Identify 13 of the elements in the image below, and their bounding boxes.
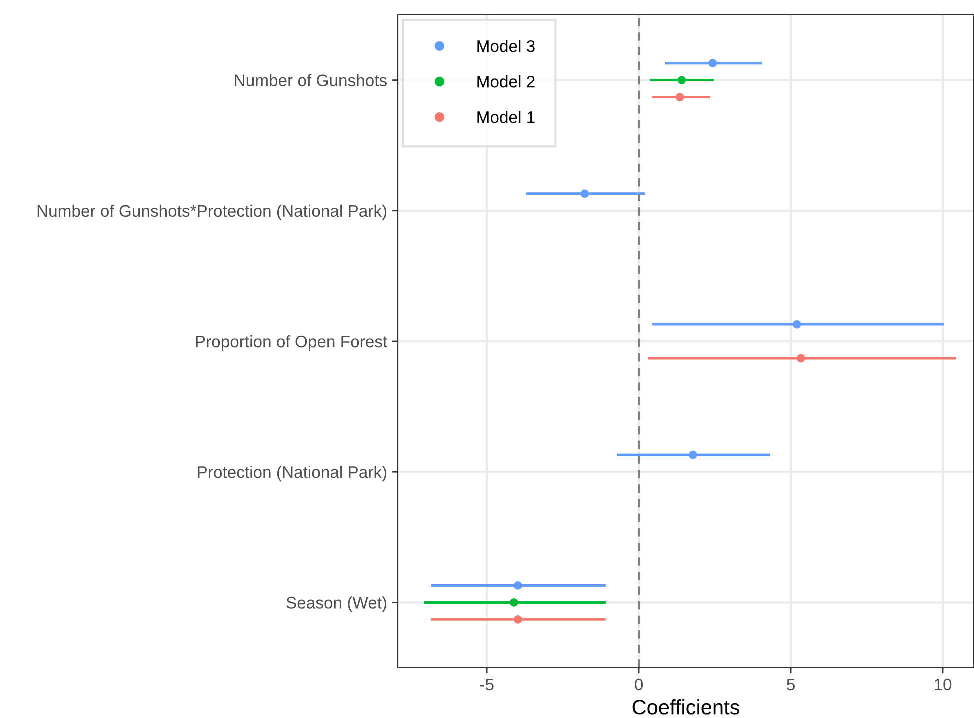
x-tick-label: 0	[635, 678, 644, 691]
x-axis-title: Coefficients	[632, 700, 740, 715]
legend-label: Model 1	[478, 111, 535, 124]
y-tick-label: Number of Gunshots*Protection (National Park)	[38, 204, 387, 220]
x-tick-label: 10	[935, 678, 952, 691]
x-tick-label: -5	[480, 679, 494, 691]
y-tick-label: Proportion of Open Forest	[196, 335, 388, 351]
y-tick-label: Protection (National Park)	[198, 466, 387, 482]
y-tick-label: Season (Wet)	[286, 596, 387, 612]
x-tick-label: 5	[787, 679, 795, 691]
legend-label: Model 3	[478, 40, 535, 52]
legend-label: Model 2	[478, 76, 535, 88]
y-tick-label: Number of Gunshots	[235, 74, 387, 87]
